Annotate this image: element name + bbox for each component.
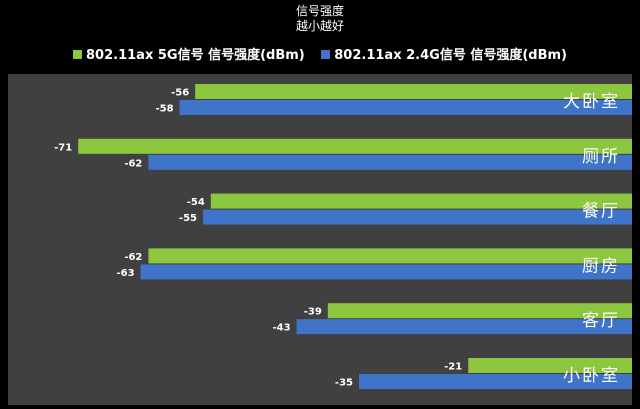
category-label-2: 餐厅 — [582, 202, 620, 222]
bar-5g-0 — [195, 84, 632, 99]
data-label-5g-1: -71 — [54, 142, 72, 153]
bar-5g-5 — [468, 358, 632, 373]
bar-24g-3 — [140, 264, 632, 280]
data-label-24g-2: -55 — [179, 213, 197, 224]
bar-5g-1 — [78, 138, 632, 154]
chart-title: 信号强度 — [295, 4, 344, 18]
bar-24g-0 — [179, 100, 632, 115]
bar-24g-1 — [148, 154, 632, 170]
legend-label-24g: 802.11ax 2.4G信号 信号强度(dBm) — [334, 48, 567, 63]
data-label-24g-0: -58 — [156, 104, 174, 115]
data-label-5g-3: -62 — [124, 252, 142, 263]
legend: 802.11ax 5G信号 信号强度(dBm) 802.11ax 2.4G信号 … — [0, 44, 640, 63]
legend-label-5g: 802.11ax 5G信号 信号强度(dBm) — [86, 48, 305, 63]
data-label-5g-0: -56 — [171, 88, 189, 99]
data-label-24g-3: -63 — [117, 268, 135, 279]
bar-24g-4 — [296, 319, 632, 335]
category-label-3: 厨房 — [582, 256, 620, 276]
bar-24g-5 — [359, 374, 632, 389]
legend-swatch-24g — [321, 50, 331, 59]
data-label-5g-5: -21 — [444, 362, 462, 373]
category-label-1: 厕所 — [582, 147, 620, 167]
data-label-24g-5: -35 — [335, 378, 353, 389]
bar-5g-3 — [148, 248, 632, 264]
category-label-5: 小卧室 — [563, 366, 620, 386]
data-label-24g-1: -62 — [124, 158, 142, 169]
data-label-24g-4: -43 — [273, 323, 291, 334]
bar-24g-2 — [203, 209, 632, 225]
data-label-5g-4: -39 — [304, 307, 322, 318]
category-label-4: 客厅 — [582, 311, 620, 331]
category-label-0: 大卧室 — [563, 92, 620, 112]
bar-5g-4 — [327, 303, 632, 319]
legend-swatch-5g — [73, 50, 82, 59]
plot-area — [8, 74, 632, 405]
data-label-5g-2: -54 — [187, 197, 205, 208]
chart-subtitle: 越小越好 — [295, 19, 344, 33]
bar-5g-2 — [210, 193, 633, 209]
legend-item-24g: 802.11ax 2.4G信号 信号强度(dBm) — [321, 44, 567, 63]
legend-item-5g: 802.11ax 5G信号 信号强度(dBm) — [73, 44, 305, 63]
